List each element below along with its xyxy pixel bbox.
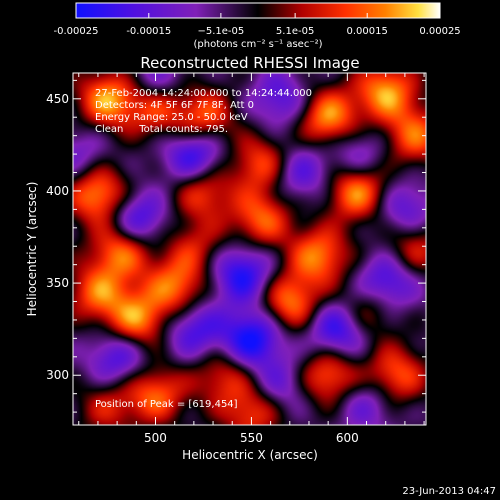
- peak-position-label: Position of Peak = [619,454]: [95, 399, 238, 410]
- colorbar-tick-label-4: 0.00015: [347, 26, 388, 37]
- colorbar-tick-label-1: -0.00015: [126, 26, 171, 37]
- annotations: 27-Feb-2004 14:24:00.000 to 14:24:44.000…: [95, 88, 312, 410]
- colorbar-tick-label-5: 0.00025: [419, 26, 460, 37]
- colorbar-tick-label-3: 5.1e-05: [276, 26, 314, 37]
- x-tick-label-1: 550: [240, 431, 263, 445]
- annotation-clean: Clean Total counts: 795.: [95, 124, 228, 135]
- y-tick-label-0: 300: [46, 368, 69, 382]
- colorbar-gradient: [75, 2, 441, 19]
- colorbar: -0.00025 -0.00015 −5.1e-05 5.1e-05 0.00015 0.…: [54, 2, 461, 50]
- plot-frame: [72, 72, 427, 426]
- y-tick-label-3: 450: [46, 92, 69, 106]
- colorbar-tick-label-0: -0.00025: [54, 26, 99, 37]
- heatmap-canvas: [73, 73, 426, 425]
- axis-ticks: 500 550 600 300 350 400 450: [46, 73, 426, 445]
- colorbar-ticks: -0.00025 -0.00015 −5.1e-05 5.1e-05 0.00015 0.…: [54, 13, 461, 37]
- annotation-detectors: Detectors: 4F 5F 6F 7F 8F, Att 0: [95, 100, 254, 111]
- chart-title: Reconstructed RHESSI Image: [140, 54, 359, 72]
- y-axis-label: Heliocentric Y (arcsec): [25, 182, 39, 317]
- annotation-time: 27-Feb-2004 14:24:00.000 to 14:24:44.000: [95, 88, 312, 99]
- colorbar-units: (photons cm⁻² s⁻¹ asec⁻²): [193, 39, 322, 50]
- x-tick-label-2: 600: [336, 431, 359, 445]
- colorbar-tick-label-2: −5.1e-05: [197, 26, 244, 37]
- footer-date: 23-Jun-2013 04:47: [402, 486, 496, 497]
- annotation-energy: Energy Range: 25.0 - 50.0 keV: [95, 112, 248, 123]
- x-tick-label-0: 500: [144, 431, 167, 445]
- x-axis-label: Heliocentric X (arcsec): [182, 448, 318, 462]
- y-tick-label-1: 350: [46, 276, 69, 290]
- y-tick-label-2: 400: [46, 184, 69, 198]
- plot-area: 500 550 600 300 350 400 450: [46, 72, 427, 445]
